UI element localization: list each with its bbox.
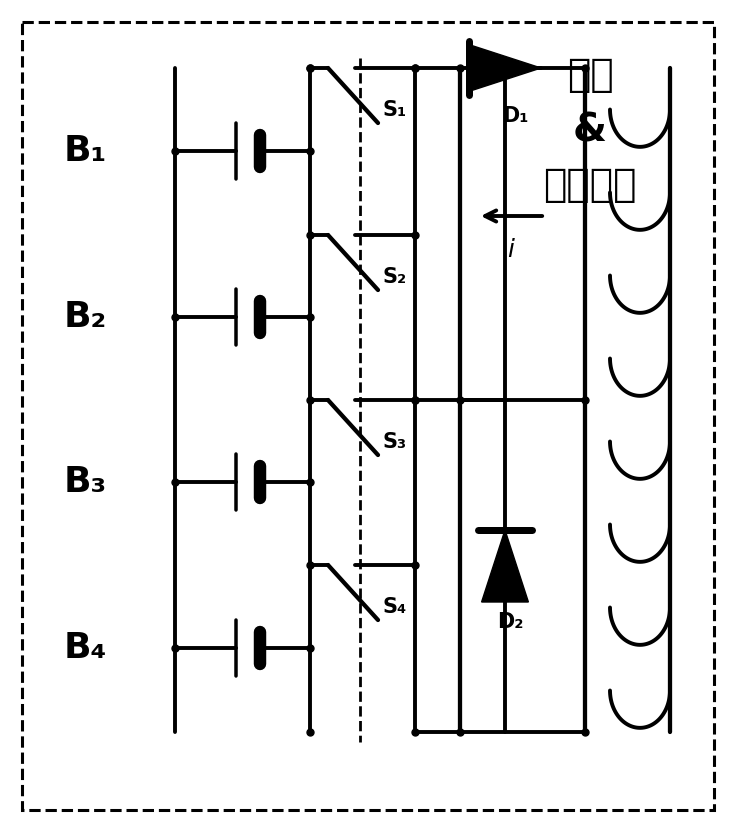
Text: S₃: S₃ <box>382 432 406 452</box>
Text: &: & <box>573 111 607 149</box>
Polygon shape <box>481 530 528 602</box>
Text: D₁: D₁ <box>502 106 528 126</box>
Text: S₂: S₂ <box>382 267 406 287</box>
Text: B₂: B₂ <box>63 300 107 334</box>
Text: B₁: B₁ <box>63 134 107 168</box>
Text: D₂: D₂ <box>497 612 523 632</box>
Text: S₄: S₄ <box>382 597 406 617</box>
Text: 电池选择: 电池选择 <box>543 166 637 204</box>
Text: B₃: B₃ <box>63 465 107 499</box>
Polygon shape <box>469 45 541 92</box>
Text: S₁: S₁ <box>382 100 406 120</box>
Text: B₄: B₄ <box>63 631 107 665</box>
Text: $i$: $i$ <box>506 238 515 262</box>
Text: 整流: 整流 <box>567 56 613 94</box>
